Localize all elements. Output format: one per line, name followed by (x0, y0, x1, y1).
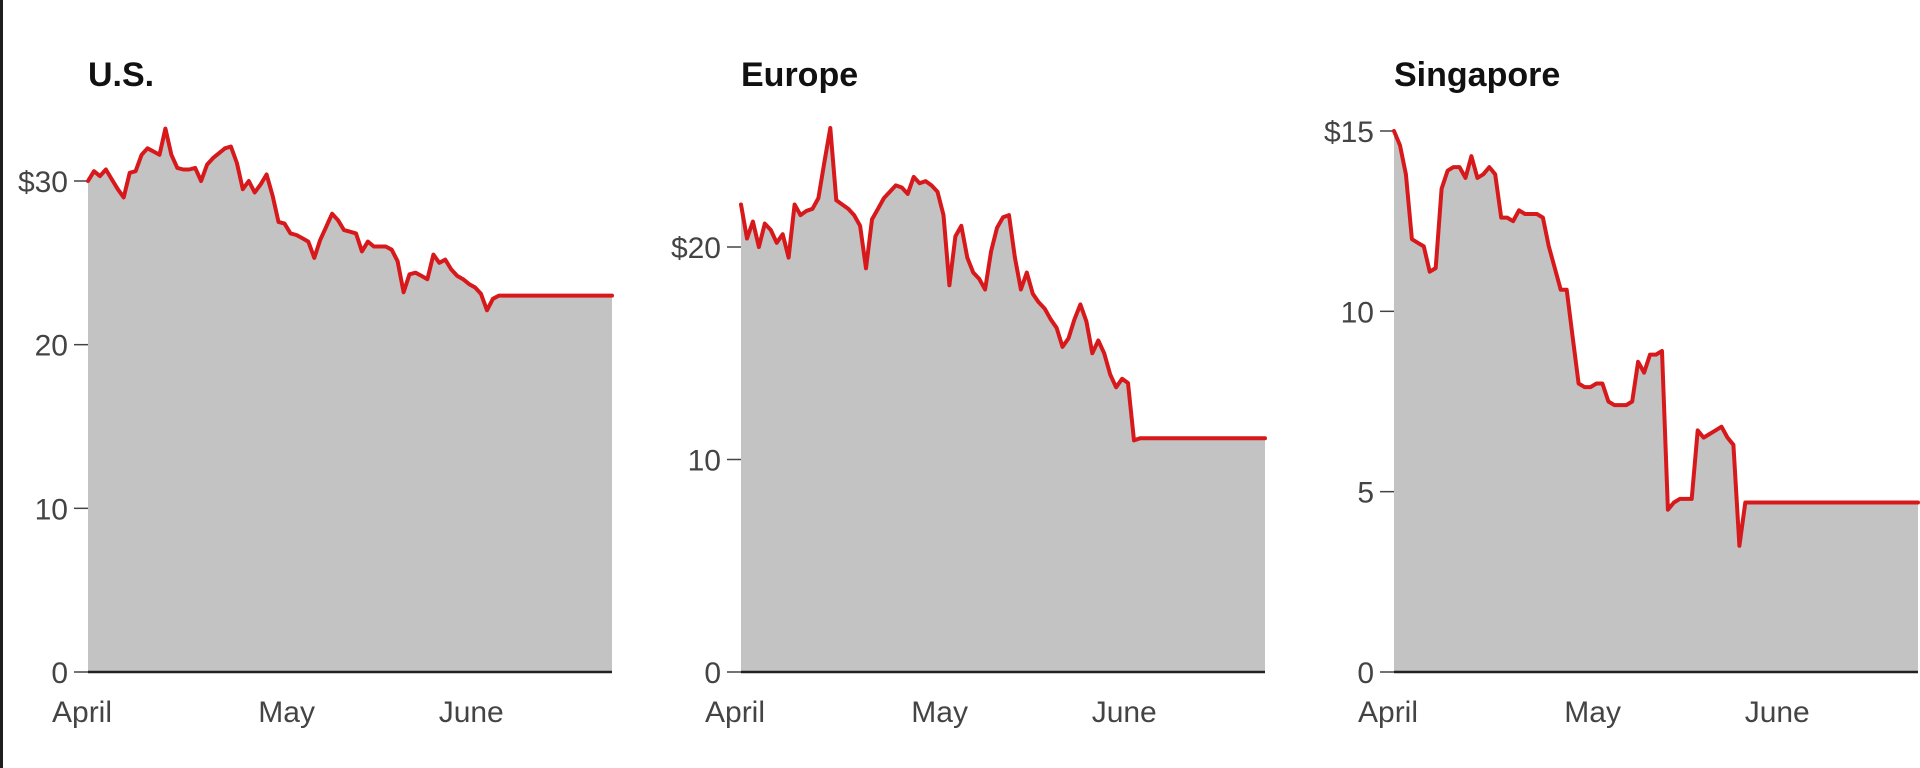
series-area (1394, 131, 1918, 672)
y-tick-label: 10 (35, 493, 68, 526)
series-area (88, 128, 612, 673)
y-tick-label: 10 (1341, 296, 1374, 329)
chart-title: Singapore (1394, 56, 1560, 94)
y-tick-label: 0 (51, 657, 68, 690)
x-tick-label: June (1745, 696, 1810, 729)
series-line (86, 126, 614, 313)
series-line (1392, 129, 1920, 548)
y-tick-label: 10 (688, 445, 721, 478)
x-tick-label: June (1092, 696, 1157, 729)
x-tick-label: April (705, 696, 765, 729)
x-tick-label: June (439, 696, 504, 729)
series-line (739, 126, 1267, 443)
y-tick-label: 5 (1357, 477, 1374, 510)
chart-panel-1: Europe 0 10 $20 April May June (671, 56, 1267, 729)
y-tick-label: $15 (1324, 116, 1374, 149)
x-tick-label: May (911, 696, 968, 729)
x-tick-label: April (52, 696, 112, 729)
y-tick-label: $30 (18, 166, 68, 199)
x-tick-label: April (1358, 696, 1418, 729)
y-tick-label: 20 (35, 330, 68, 363)
chart-title: U.S. (88, 56, 154, 94)
chart-panel-2: Singapore 0 5 10 $15 April May June (1324, 56, 1920, 729)
chart-title: Europe (741, 56, 858, 94)
x-tick-label: May (1564, 696, 1621, 729)
y-tick-label: 0 (1357, 657, 1374, 690)
y-tick-label: $20 (671, 232, 721, 265)
y-tick-label: 0 (704, 657, 721, 690)
left-border (0, 0, 3, 768)
chart-panel-0: U.S. 0 10 20 $30 April May June (18, 56, 614, 729)
series-area (741, 128, 1265, 672)
x-tick-label: May (258, 696, 315, 729)
